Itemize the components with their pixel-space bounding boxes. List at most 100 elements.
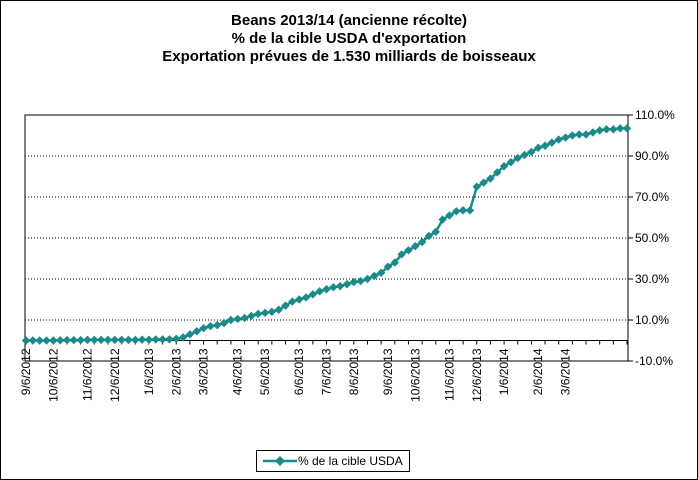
data-point — [49, 336, 58, 345]
data-point — [240, 313, 249, 323]
data-point — [192, 327, 201, 336]
data-point — [452, 207, 461, 216]
x-tick-label: 11/6/2012 — [80, 348, 94, 401]
data-point — [554, 135, 563, 144]
data-point — [117, 335, 126, 345]
data-point — [356, 276, 365, 286]
data-point — [233, 314, 242, 324]
data-point — [219, 318, 229, 328]
data-point — [465, 206, 475, 215]
y-tick-label: 110.0% — [635, 108, 675, 122]
y-tick-label: -10.0% — [635, 354, 673, 368]
data-point — [458, 206, 468, 215]
x-tick-label: 1/6/2014 — [497, 348, 511, 395]
data-point — [110, 335, 119, 345]
x-tick-label: 2/6/2014 — [531, 348, 545, 395]
data-point — [165, 335, 174, 344]
x-tick-label: 10/6/2012 — [46, 348, 60, 402]
legend-label: % de la cible USDA — [298, 454, 403, 468]
data-point — [411, 242, 420, 251]
data-point — [383, 262, 393, 271]
line-chart: -10.0% 10.0% 30.0% 50.0% 70.0% 90.0% 110.0% 9/… — [19, 108, 675, 402]
data-point — [260, 308, 270, 318]
data-point — [376, 268, 386, 278]
x-tick-label: 11/6/2013 — [442, 348, 456, 401]
x-axis: 9/6/2012 10/6/2012 11/6/2012 12/6/2012 1/6/2… — [19, 340, 628, 402]
data-point — [55, 336, 65, 345]
data-point — [21, 336, 31, 345]
chart-title-line-2: % de la cible USDA d'exportation — [231, 30, 467, 47]
data-point — [602, 125, 611, 134]
data-point — [329, 283, 338, 292]
data-point — [561, 133, 570, 142]
data-point — [335, 281, 345, 291]
data-point — [486, 174, 495, 183]
data-point — [206, 321, 215, 331]
data-point — [445, 211, 454, 220]
data-point — [42, 336, 51, 345]
data-point — [213, 320, 222, 330]
data-point — [588, 128, 598, 137]
data-point — [131, 335, 140, 345]
data-point — [417, 237, 427, 247]
data-point — [520, 150, 529, 160]
data-point — [90, 335, 99, 345]
data-point — [499, 162, 509, 171]
data-point — [568, 131, 577, 140]
data-point — [185, 330, 195, 339]
data-point — [103, 335, 113, 345]
data-point — [151, 335, 160, 344]
y-tick-label: 10.0% — [635, 313, 669, 327]
data-point — [172, 334, 181, 344]
data-point — [574, 130, 584, 139]
data-point — [609, 125, 618, 134]
y-tick-label: 90.0% — [635, 149, 669, 163]
data-point — [438, 215, 447, 224]
x-tick-label: 3/6/2014 — [559, 348, 573, 395]
data-point — [124, 335, 133, 345]
data-point — [62, 335, 72, 345]
chart-title-line-3: Exportation prévues de 1.530 milliards d… — [162, 48, 536, 65]
data-point — [274, 305, 283, 314]
data-point — [35, 336, 44, 345]
y-tick-label: 30.0% — [635, 272, 669, 286]
data-point — [178, 333, 188, 342]
data-point — [226, 315, 236, 325]
x-tick-label: 7/6/2013 — [320, 348, 334, 395]
data-point — [254, 309, 263, 319]
data-point — [199, 324, 208, 333]
data-point — [527, 147, 536, 157]
x-tick-label: 8/6/2013 — [347, 348, 361, 395]
data-point — [69, 335, 79, 345]
legend: % de la cible USDA — [256, 450, 410, 472]
data-point — [424, 231, 434, 241]
chart-title-line-1: Beans 2013/14 (ancienne récolte) — [231, 12, 467, 29]
data-point — [595, 126, 604, 135]
data-point — [472, 182, 481, 191]
x-tick-label: 2/6/2013 — [169, 348, 183, 395]
data-point — [615, 124, 625, 133]
data-point — [267, 307, 277, 316]
data-point — [322, 285, 331, 294]
data-point — [349, 277, 359, 287]
data-point — [370, 271, 379, 281]
data-point — [28, 336, 38, 345]
legend-swatch — [263, 456, 297, 466]
data-point — [622, 124, 632, 133]
data-point — [281, 301, 290, 310]
data-point — [493, 168, 502, 177]
x-tick-label: 9/6/2012 — [19, 348, 33, 395]
data-point — [137, 335, 147, 344]
data-point — [247, 311, 256, 321]
data-point — [308, 290, 318, 299]
data-point — [581, 130, 591, 139]
data-point — [404, 246, 413, 255]
data-point — [363, 274, 372, 284]
data-point — [390, 258, 399, 267]
data-point — [96, 335, 106, 345]
data-point — [288, 297, 297, 306]
y-tick-label: 50.0% — [635, 231, 669, 245]
x-tick-label: 5/6/2013 — [258, 348, 272, 395]
x-tick-label: 12/6/2012 — [108, 348, 122, 402]
data-point — [513, 153, 522, 163]
